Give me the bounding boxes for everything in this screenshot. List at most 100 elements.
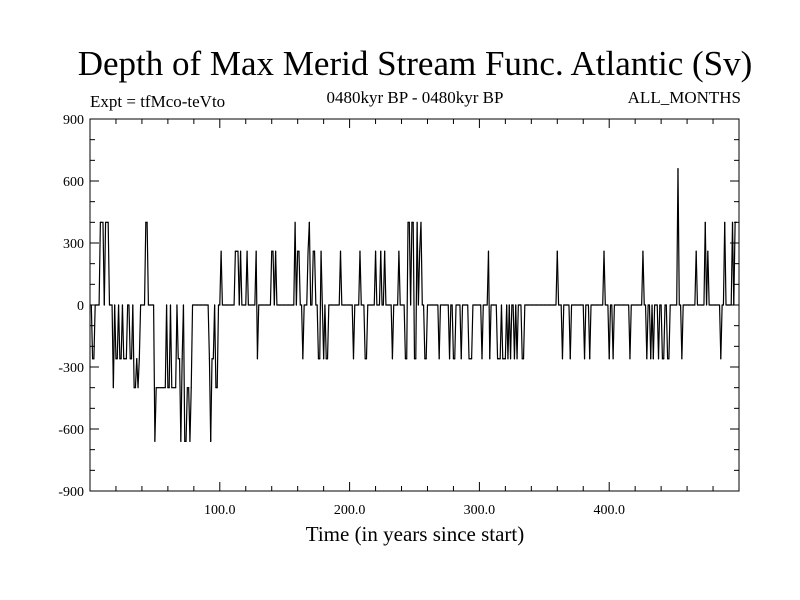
series-segment bbox=[93, 304, 96, 360]
series-segment bbox=[190, 304, 194, 389]
series-segment bbox=[422, 304, 426, 360]
series-segment bbox=[556, 250, 560, 306]
series-segment bbox=[642, 250, 645, 306]
y-tick-label: -300 bbox=[58, 361, 84, 376]
series-segment bbox=[657, 304, 661, 360]
series-segment bbox=[363, 304, 366, 360]
series-segment bbox=[665, 304, 669, 360]
series-segment bbox=[522, 304, 526, 360]
x-tick-label: 300.0 bbox=[464, 503, 496, 518]
series-segment bbox=[169, 304, 173, 389]
series-segment bbox=[509, 304, 513, 360]
series-segment bbox=[406, 221, 409, 360]
series-segment bbox=[256, 304, 260, 360]
series-segment bbox=[495, 304, 499, 360]
series-segment bbox=[374, 250, 378, 306]
series-segment bbox=[326, 304, 330, 360]
experiment-label: Expt = tfMco-teVto bbox=[90, 92, 226, 111]
series-segment bbox=[138, 304, 142, 360]
series-segment bbox=[132, 304, 135, 389]
series-segment bbox=[320, 250, 323, 306]
series-segment bbox=[165, 304, 169, 389]
series-segment bbox=[417, 250, 421, 306]
series-segment bbox=[677, 168, 680, 306]
series-segment bbox=[569, 304, 573, 360]
series-segment bbox=[210, 358, 213, 442]
series-segment bbox=[311, 250, 314, 306]
series-segment bbox=[189, 387, 192, 442]
series-segment bbox=[391, 304, 395, 360]
series-segment bbox=[103, 221, 107, 306]
series-segment bbox=[720, 304, 723, 360]
series-segment bbox=[153, 304, 156, 442]
series-segment bbox=[269, 250, 273, 306]
series-segment bbox=[216, 304, 220, 389]
series-segment bbox=[143, 221, 147, 306]
series-segment bbox=[425, 304, 429, 360]
series-segment bbox=[707, 250, 710, 306]
series-segment bbox=[107, 221, 111, 306]
series-segment bbox=[487, 250, 491, 360]
series-segment bbox=[612, 304, 615, 360]
series-segment bbox=[207, 304, 211, 360]
series-segment bbox=[154, 387, 157, 442]
series-segment bbox=[319, 250, 322, 360]
x-axis-label: Time (in years since start) bbox=[305, 522, 525, 546]
series-segment bbox=[583, 304, 587, 360]
series-segment bbox=[733, 221, 736, 306]
series-segment bbox=[295, 250, 299, 306]
series-segment bbox=[176, 304, 179, 360]
series-segment bbox=[137, 358, 140, 389]
series-segment bbox=[410, 221, 413, 306]
series-segment bbox=[255, 250, 259, 360]
series-segment bbox=[233, 250, 236, 306]
series-segment bbox=[646, 304, 649, 360]
series-segment bbox=[451, 304, 455, 360]
y-tick-label: -900 bbox=[58, 485, 84, 500]
series-segment bbox=[365, 304, 369, 360]
series-segment bbox=[589, 304, 592, 360]
series-segment bbox=[681, 304, 684, 360]
y-tick-label: -600 bbox=[58, 423, 84, 438]
tick-labels: 900 600 300 0 -300 -600 -900 100.0 200.0 300.0 400… bbox=[58, 113, 625, 518]
series-segment bbox=[308, 221, 312, 306]
series-segment bbox=[220, 250, 223, 306]
series-segment bbox=[420, 221, 423, 306]
series-segment bbox=[275, 250, 278, 306]
series-segment bbox=[384, 250, 387, 306]
series-segment bbox=[561, 304, 565, 360]
series-segment bbox=[438, 304, 442, 360]
series-segment bbox=[603, 250, 606, 306]
chart-title: Depth of Max Merid Stream Func. Atlantic… bbox=[77, 44, 753, 83]
y-tick-label: 600 bbox=[63, 175, 84, 190]
series-segment bbox=[471, 304, 474, 360]
series-segment bbox=[695, 250, 699, 306]
series-segment bbox=[146, 221, 150, 306]
series-segment bbox=[460, 304, 464, 360]
x-tick-label: 100.0 bbox=[204, 503, 236, 518]
series-segment bbox=[339, 250, 343, 306]
axis-ticks bbox=[90, 118, 739, 492]
series-segment bbox=[516, 304, 519, 360]
series-segment bbox=[125, 304, 129, 360]
series-segment bbox=[398, 250, 401, 306]
series-segment bbox=[185, 387, 188, 442]
series-segment bbox=[306, 250, 309, 306]
series-lines bbox=[90, 168, 738, 442]
series-segment bbox=[246, 250, 249, 306]
series-segment bbox=[660, 304, 664, 360]
x-tick-label: 200.0 bbox=[334, 503, 366, 518]
series-segment bbox=[520, 304, 523, 360]
series-segment bbox=[668, 304, 671, 360]
series-segment bbox=[403, 304, 407, 360]
series-segment bbox=[98, 221, 101, 306]
series-segment bbox=[448, 304, 452, 360]
y-tick-label: 0 bbox=[77, 299, 84, 314]
months-label: ALL_MONTHS bbox=[627, 88, 741, 107]
series-segment bbox=[180, 358, 183, 442]
y-tick-label: 300 bbox=[63, 237, 84, 252]
series-segment bbox=[489, 304, 492, 360]
series-segment bbox=[313, 250, 317, 306]
series-segment bbox=[128, 304, 131, 360]
